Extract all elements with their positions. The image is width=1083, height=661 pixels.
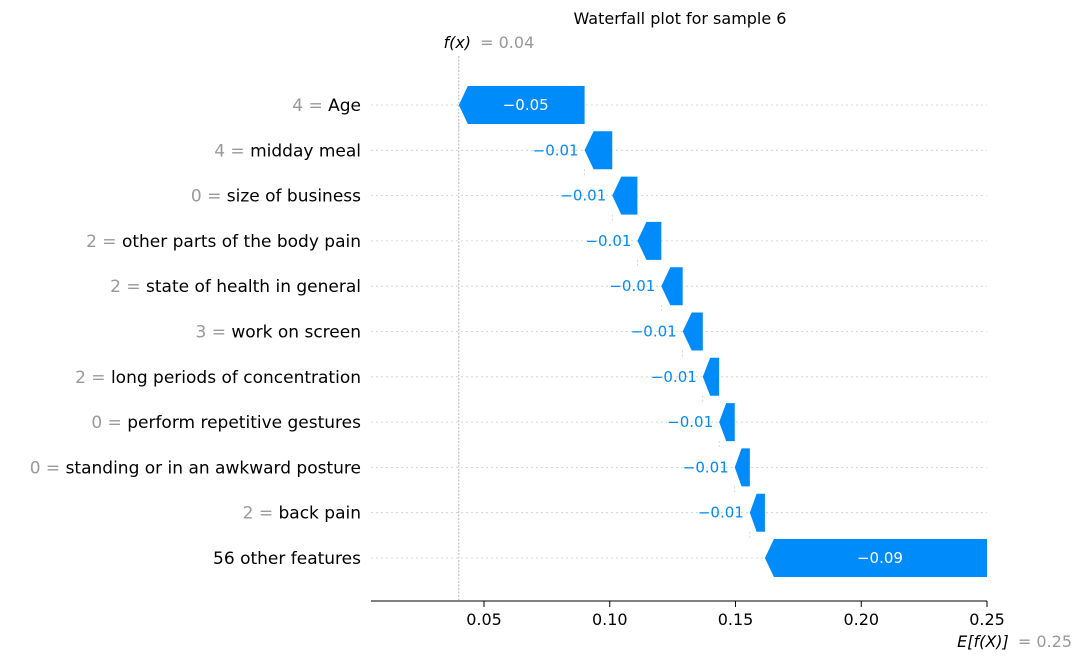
x-tick-label: 0.15: [718, 610, 754, 629]
feature-label: 4 = Age: [292, 96, 361, 116]
feature-value: 0 =: [30, 458, 66, 478]
waterfall-bar: [612, 176, 638, 215]
bar-value-label: −0.01: [533, 141, 579, 159]
waterfall-bar: [749, 493, 765, 532]
fx-annotation: f(x) = 0.04: [443, 33, 534, 52]
waterfall-bar: [458, 86, 585, 124]
efx-annotation: E[f(X)] = 0.25: [957, 632, 1072, 651]
feature-value: 4 =: [292, 96, 328, 116]
feature-label: 0 = perform repetitive gestures: [91, 413, 361, 433]
waterfall-bar: [682, 312, 703, 351]
bar-value-label: −0.09: [857, 549, 903, 567]
waterfall-bar: [584, 131, 613, 170]
feature-label: 2 = long periods of concentration: [75, 368, 361, 388]
feature-name: back pain: [278, 504, 361, 524]
feature-name: perform repetitive gestures: [127, 413, 361, 433]
x-tick-label: 0.05: [466, 610, 502, 629]
waterfall-bar: [734, 448, 750, 487]
x-tick-label: 0.25: [969, 610, 1005, 629]
feature-name: 56 other features: [213, 549, 361, 569]
feature-label: 2 = back pain: [243, 504, 361, 524]
waterfall-bar: [702, 357, 720, 396]
bar-value-label: −0.01: [560, 187, 606, 205]
bar-value-label: −0.01: [667, 413, 713, 431]
fx-value: = 0.04: [480, 33, 534, 52]
feature-label: 2 = state of health in general: [110, 277, 361, 297]
feature-name: midday meal: [250, 141, 361, 161]
feature-value: 2 =: [243, 504, 279, 524]
feature-label: 2 = other parts of the body pain: [86, 232, 361, 252]
feature-label: 56 other features: [213, 549, 361, 569]
feature-name: standing or in an awkward posture: [66, 458, 361, 478]
feature-value: 2 =: [110, 277, 146, 297]
waterfall-bar: [637, 221, 662, 260]
feature-label: 0 = size of business: [191, 187, 361, 207]
bar-value-label: −0.01: [585, 232, 631, 250]
feature-name: state of health in general: [146, 277, 361, 297]
chart-title: Waterfall plot for sample 6: [574, 9, 787, 28]
bar-value-label: −0.01: [698, 504, 744, 522]
feature-name: size of business: [227, 187, 361, 207]
bar-value-label: −0.01: [651, 368, 697, 386]
bar-value-label: −0.01: [609, 277, 655, 295]
feature-name: Age: [328, 96, 361, 116]
feature-label: 3 = work on screen: [195, 323, 361, 343]
feature-name: other parts of the body pain: [122, 232, 361, 252]
svg-text:f(x) = 0.04: f(x) = 0.04: [443, 33, 534, 52]
x-tick-label: 0.20: [843, 610, 879, 629]
feature-value: 0 =: [191, 187, 227, 207]
feature-value: 4 =: [214, 141, 250, 161]
feature-name: long periods of concentration: [111, 368, 361, 388]
x-tick-label: 0.10: [592, 610, 628, 629]
efx-label: E[f(X)]: [957, 632, 1009, 651]
waterfall-bar: [719, 403, 735, 442]
feature-value: 2 =: [86, 232, 122, 252]
gridlines: [371, 104, 987, 559]
waterfall-bar: [661, 267, 683, 306]
bar-value-label: −0.01: [631, 323, 677, 341]
x-axis-ticks: 0.05 0.10 0.15 0.20 0.25: [466, 601, 1005, 629]
feature-value: 0 =: [91, 413, 127, 433]
feature-label: 0 = standing or in an awkward posture: [30, 458, 361, 478]
bar-value-label: −0.01: [683, 458, 729, 476]
feature-value: 3 =: [195, 323, 231, 343]
feature-value: 2 =: [75, 368, 111, 388]
waterfall-bar: [764, 539, 987, 577]
svg-text:E[f(X)] = 0.25: E[f(X)] = 0.25: [957, 632, 1072, 651]
feature-label: 4 = midday meal: [214, 141, 361, 161]
fx-label: f(x): [443, 33, 471, 52]
bar-value-label: −0.05: [503, 96, 549, 114]
feature-name: work on screen: [231, 323, 361, 343]
efx-value: = 0.25: [1018, 632, 1072, 651]
bars: −0.05 −0.01 −0.01 −0.01 −0.01 −0.01 −0.01 −0.01…: [458, 86, 987, 577]
